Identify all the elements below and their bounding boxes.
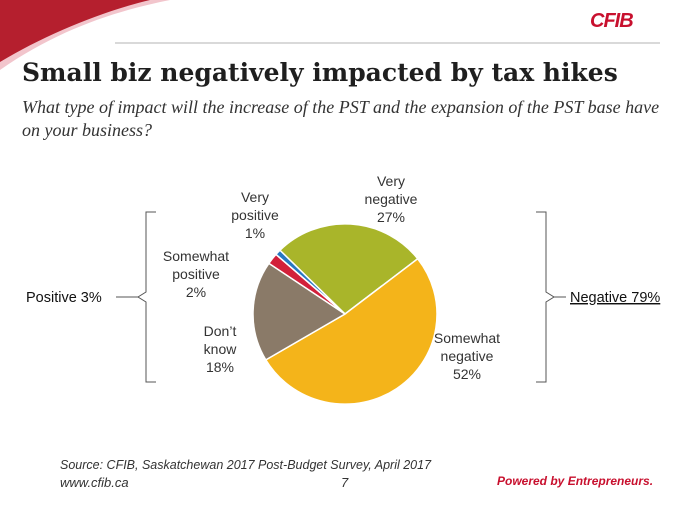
- pie-slice-label: Somewhat negative 52%: [434, 330, 500, 382]
- header-rule: [115, 42, 660, 44]
- pie-labels: Very negative 27% Somewhat negative 52% Don’t k…: [163, 173, 500, 382]
- tagline: Powered by Entrepreneurs.: [497, 474, 654, 488]
- pie-slice: [278, 223, 419, 315]
- page-title: Small biz negatively impacted by tax hik…: [22, 58, 618, 87]
- pie-slice: [274, 249, 346, 315]
- pie-slice-label: Somewhat positive 2%: [163, 248, 229, 300]
- source-note: Source: CFIB, Saskatchewan 2017 Post-Bud…: [60, 458, 432, 472]
- positive-bracket: [137, 211, 156, 383]
- pie-slice-label: Very positive 1%: [231, 189, 279, 241]
- negative-group-label: Negative 79%: [570, 290, 660, 306]
- page-number: 7: [341, 475, 349, 490]
- pie-slices: [252, 223, 438, 405]
- website-url[interactable]: www.cfib.ca: [60, 475, 129, 490]
- pie-slice: [264, 257, 438, 405]
- page-subtitle: What type of impact will the increase of…: [22, 97, 660, 140]
- pie-slice: [252, 262, 347, 361]
- cfib-logo: CFIB: [590, 10, 634, 32]
- negative-bracket: [536, 211, 555, 383]
- positive-group-label: Positive 3%: [26, 290, 102, 306]
- pie-slice-label: Don’t know 18%: [204, 323, 238, 375]
- pie-slice-label: Very negative 27%: [365, 173, 418, 225]
